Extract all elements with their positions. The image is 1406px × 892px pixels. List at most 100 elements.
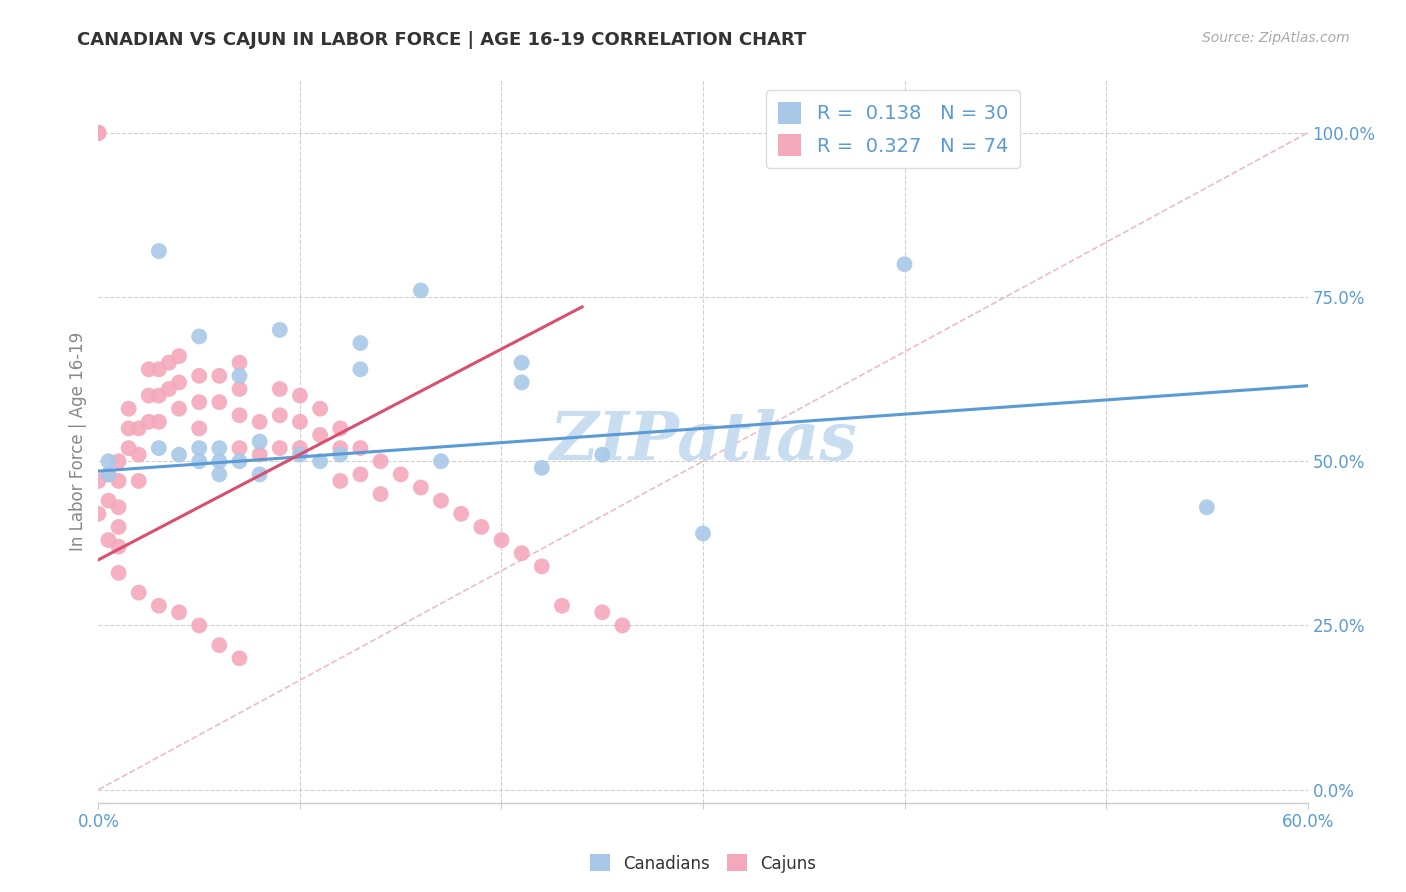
Point <box>157 356 180 370</box>
Point <box>107 540 129 554</box>
Point <box>188 395 211 409</box>
Point <box>97 533 120 547</box>
Point <box>288 388 311 402</box>
Point <box>510 376 533 390</box>
Point <box>349 467 371 482</box>
Point <box>167 605 190 619</box>
Point <box>409 284 432 298</box>
Point <box>228 454 250 468</box>
Y-axis label: In Labor Force | Age 16-19: In Labor Force | Age 16-19 <box>69 332 87 551</box>
Point <box>87 126 110 140</box>
Point <box>430 493 453 508</box>
Point <box>309 428 332 442</box>
Point <box>138 415 160 429</box>
Point <box>128 585 150 599</box>
Point <box>118 401 141 416</box>
Point <box>167 376 190 390</box>
Point <box>97 454 120 468</box>
Point <box>148 388 170 402</box>
Point <box>228 368 250 383</box>
Point <box>128 474 150 488</box>
Point <box>148 415 170 429</box>
Legend: R =  0.138   N = 30, R =  0.327   N = 74: R = 0.138 N = 30, R = 0.327 N = 74 <box>766 90 1019 168</box>
Point <box>138 362 160 376</box>
Point <box>167 349 190 363</box>
Point <box>309 454 332 468</box>
Point <box>97 493 120 508</box>
Point <box>167 401 190 416</box>
Point <box>118 441 141 455</box>
Text: ZIPatlas: ZIPatlas <box>550 409 856 474</box>
Point <box>148 244 170 258</box>
Point <box>269 409 291 423</box>
Point <box>128 448 150 462</box>
Point <box>138 388 160 402</box>
Point <box>107 474 129 488</box>
Point <box>370 487 392 501</box>
Point <box>228 651 250 665</box>
Point <box>692 526 714 541</box>
Point <box>1195 500 1218 515</box>
Point <box>208 441 231 455</box>
Point <box>208 395 231 409</box>
Point <box>87 507 110 521</box>
Point <box>87 474 110 488</box>
Point <box>510 546 533 560</box>
Point <box>530 559 553 574</box>
Point <box>118 421 141 435</box>
Point <box>349 441 371 455</box>
Point <box>288 415 311 429</box>
Point <box>409 481 432 495</box>
Point <box>389 467 412 482</box>
Point <box>269 323 291 337</box>
Point <box>188 368 211 383</box>
Point <box>188 618 211 632</box>
Point <box>148 441 170 455</box>
Point <box>510 356 533 370</box>
Point <box>188 329 211 343</box>
Point <box>491 533 513 547</box>
Point <box>249 448 271 462</box>
Point <box>107 520 129 534</box>
Point <box>148 599 170 613</box>
Point <box>97 467 120 482</box>
Point <box>269 441 291 455</box>
Point <box>309 401 332 416</box>
Point <box>530 460 553 475</box>
Point <box>288 448 311 462</box>
Point <box>107 566 129 580</box>
Point <box>370 454 392 468</box>
Point <box>228 409 250 423</box>
Point <box>591 448 613 462</box>
Point <box>591 605 613 619</box>
Point <box>228 382 250 396</box>
Point <box>148 362 170 376</box>
Point <box>349 336 371 351</box>
Point <box>97 467 120 482</box>
Point <box>329 421 352 435</box>
Point <box>893 257 915 271</box>
Point <box>188 421 211 435</box>
Point <box>329 441 352 455</box>
Point <box>208 467 231 482</box>
Point <box>107 454 129 468</box>
Point <box>470 520 492 534</box>
Point <box>249 434 271 449</box>
Point <box>208 638 231 652</box>
Point <box>87 126 110 140</box>
Point <box>188 441 211 455</box>
Point <box>430 454 453 468</box>
Point <box>612 618 634 632</box>
Point <box>450 507 472 521</box>
Text: Source: ZipAtlas.com: Source: ZipAtlas.com <box>1202 31 1350 45</box>
Point <box>188 454 211 468</box>
Point <box>349 362 371 376</box>
Point <box>228 441 250 455</box>
Point <box>228 356 250 370</box>
Point <box>249 415 271 429</box>
Point <box>208 368 231 383</box>
Point <box>288 441 311 455</box>
Legend: Canadians, Cajuns: Canadians, Cajuns <box>583 847 823 880</box>
Point <box>329 474 352 488</box>
Point <box>551 599 574 613</box>
